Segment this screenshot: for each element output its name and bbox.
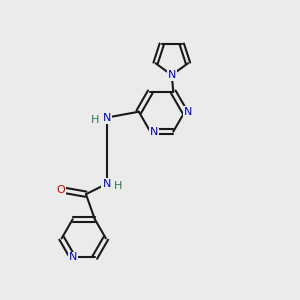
Text: N: N bbox=[150, 127, 158, 136]
Text: N: N bbox=[68, 253, 77, 262]
Text: O: O bbox=[57, 185, 65, 195]
Text: N: N bbox=[184, 107, 193, 117]
Text: H: H bbox=[114, 181, 122, 191]
Text: N: N bbox=[168, 70, 176, 80]
Text: N: N bbox=[102, 179, 111, 189]
Text: H: H bbox=[91, 115, 100, 125]
Text: N: N bbox=[102, 112, 111, 123]
